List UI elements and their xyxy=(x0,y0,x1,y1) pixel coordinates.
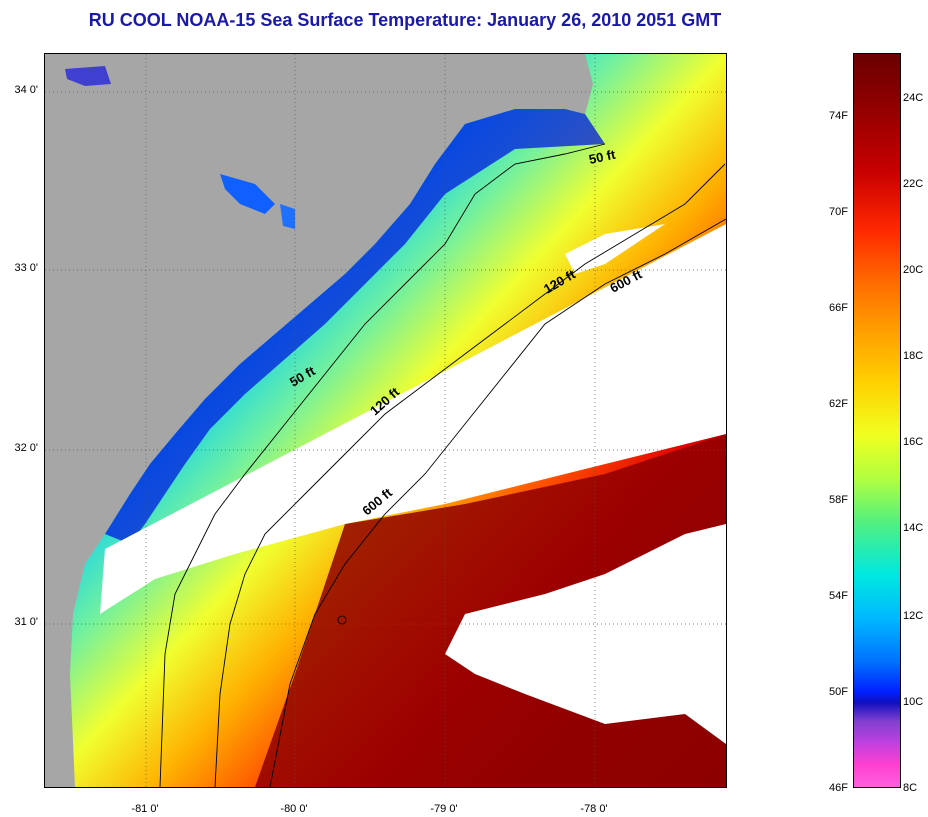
colorbar-tick-f: 70F xyxy=(829,206,848,218)
colorbar-tick-c: 8C xyxy=(903,782,918,794)
map-title: RU COOL NOAA-15 Sea Surface Temperature:… xyxy=(88,10,722,30)
temperature-colorbar xyxy=(853,53,901,788)
colorbar-tick-f: 46F xyxy=(829,782,848,794)
land-mass xyxy=(45,54,593,787)
lat-label: 34 0' xyxy=(14,84,38,96)
lon-label: -80 0' xyxy=(280,803,308,815)
lake-moultrie xyxy=(280,204,295,229)
colorbar-tick-c: 16C xyxy=(903,436,924,448)
colorbar-tick-c: 14C xyxy=(903,522,924,534)
sst-map-canvas: 50 ft 50 ft 120 ft 120 ft 600 ft 600 ft xyxy=(45,54,726,787)
lat-label: 31 0' xyxy=(14,616,38,628)
colorbar-tick-c: 22C xyxy=(903,178,924,190)
colorbar-tick-c: 24C xyxy=(903,92,924,104)
colorbar-tick-f: 62F xyxy=(829,398,848,410)
colorbar-tick-f: 58F xyxy=(829,494,848,506)
graticule xyxy=(45,54,726,787)
colorbar-tick-c: 20C xyxy=(903,264,924,276)
station-marker xyxy=(337,615,347,625)
lake-north xyxy=(65,66,111,86)
nearshore-cold-water xyxy=(105,109,605,544)
colorbar-tick-c: 18C xyxy=(903,350,924,362)
cloud-band xyxy=(100,224,726,614)
isobath-600ft xyxy=(269,218,726,787)
isobath-120ft xyxy=(214,163,726,787)
lat-label: 33 0' xyxy=(14,262,38,274)
lon-label: -78 0' xyxy=(580,803,608,815)
colorbar-tick-c: 12C xyxy=(903,610,924,622)
colorbar-tick-c: 10C xyxy=(903,696,924,708)
sst-map: 50 ft 50 ft 120 ft 120 ft 600 ft 600 ft xyxy=(44,53,727,788)
lake-marion xyxy=(220,174,275,214)
lat-label: 32 0' xyxy=(14,442,38,454)
colorbar-tick-f: 54F xyxy=(829,590,848,602)
isobath-50ft xyxy=(159,143,606,787)
lon-label: -79 0' xyxy=(430,803,458,815)
lon-label: -81 0' xyxy=(131,803,159,815)
isobath-label: 50 ft xyxy=(588,147,618,167)
colorbar-tick-f: 74F xyxy=(829,110,848,122)
colorbar-tick-f: 50F xyxy=(829,686,848,698)
cloud-patch-south xyxy=(445,524,726,744)
colorbar-tick-f: 66F xyxy=(829,302,848,314)
